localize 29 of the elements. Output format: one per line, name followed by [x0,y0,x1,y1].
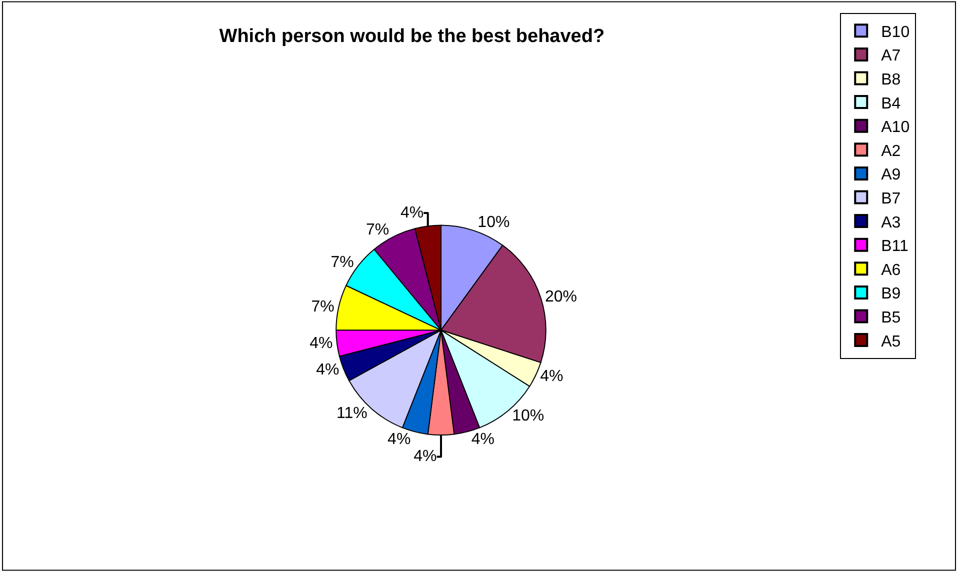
data-label: 4% [471,431,494,448]
data-label: 11% [336,405,368,422]
data-label: 10% [478,214,510,232]
data-label: 4% [388,431,411,448]
data-label: 7% [311,298,334,316]
legend-label: A3 [881,214,901,232]
legend-label: A6 [881,262,901,279]
data-label: 10% [512,408,544,425]
legend-label: A10 [881,119,910,136]
legend-label: B4 [881,95,901,112]
data-label: 7% [366,221,390,238]
legend-label: A7 [881,48,901,65]
legend-label: B10 [881,24,910,41]
legend-label: B11 [881,238,909,256]
data-label: 7% [330,254,354,272]
data-label: 4% [540,368,564,385]
legend-label: B7 [881,190,901,208]
data-label: 4% [316,361,340,378]
text: Which person would be the best behaved? [219,26,605,47]
legend-label: A9 [881,166,901,184]
legend-label: B9 [881,286,901,303]
legend-label: A2 [881,142,901,160]
data-label: 4% [414,448,437,466]
legend-label: A5 [881,333,901,350]
legend-label: B5 [881,310,901,326]
data-label: 4% [310,334,333,352]
legend-label: B8 [881,72,901,88]
data-label: 4% [400,204,424,222]
data-label: 20% [545,288,578,306]
